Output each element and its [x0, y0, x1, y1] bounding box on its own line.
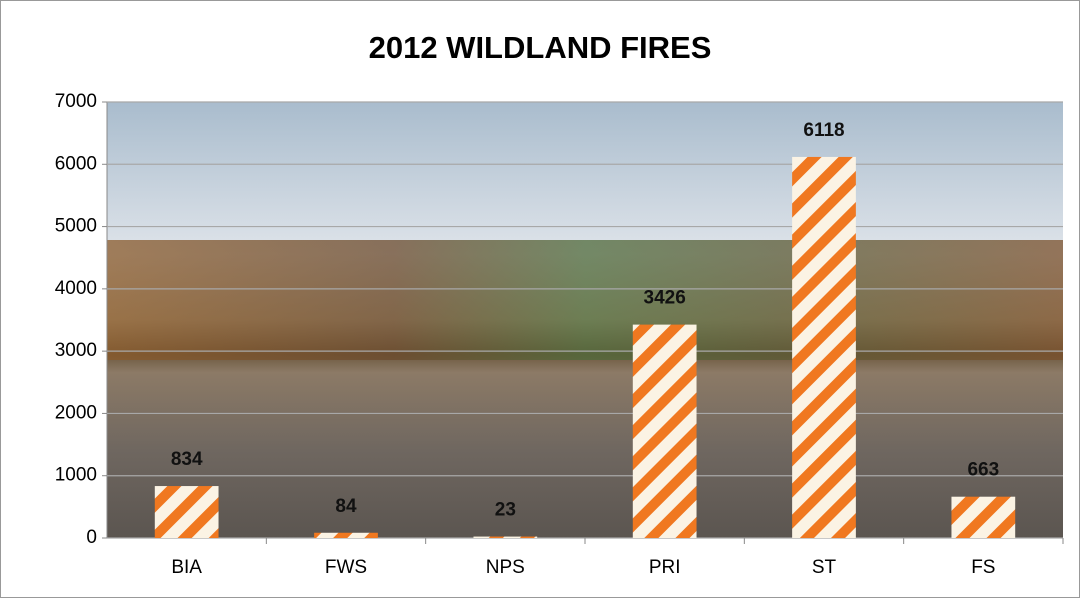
- bar: [632, 324, 697, 538]
- y-tick-label: 6000: [55, 153, 97, 174]
- data-label: 84: [335, 496, 357, 517]
- data-label: 663: [967, 460, 999, 481]
- bar: [154, 486, 219, 538]
- y-tick-label: 4000: [55, 278, 97, 299]
- bar: [792, 156, 856, 538]
- bar: [314, 532, 378, 538]
- bar: [951, 496, 1016, 538]
- x-tick-label: PRI: [649, 557, 681, 578]
- y-tick-label: 0: [86, 527, 97, 548]
- bar: [473, 536, 538, 538]
- y-tick-label: 3000: [55, 340, 97, 361]
- y-tick-label: 7000: [55, 91, 97, 112]
- y-tick-label: 1000: [55, 465, 97, 486]
- x-tick-label: BIA: [171, 557, 202, 578]
- data-label: 6118: [803, 120, 844, 141]
- x-tick-label: FWS: [325, 557, 367, 578]
- chart-title: 2012 WILDLAND FIRES: [369, 30, 712, 65]
- y-tick-label: 5000: [55, 216, 97, 237]
- x-tick-label: NPS: [486, 557, 525, 578]
- data-label: 3426: [644, 288, 686, 309]
- data-label: 834: [171, 449, 203, 470]
- y-tick-label: 2000: [55, 402, 97, 423]
- x-tick-label: ST: [812, 557, 837, 578]
- data-label: 23: [495, 500, 516, 521]
- x-tick-label: FS: [971, 557, 995, 578]
- photo-treeline: [107, 240, 1063, 360]
